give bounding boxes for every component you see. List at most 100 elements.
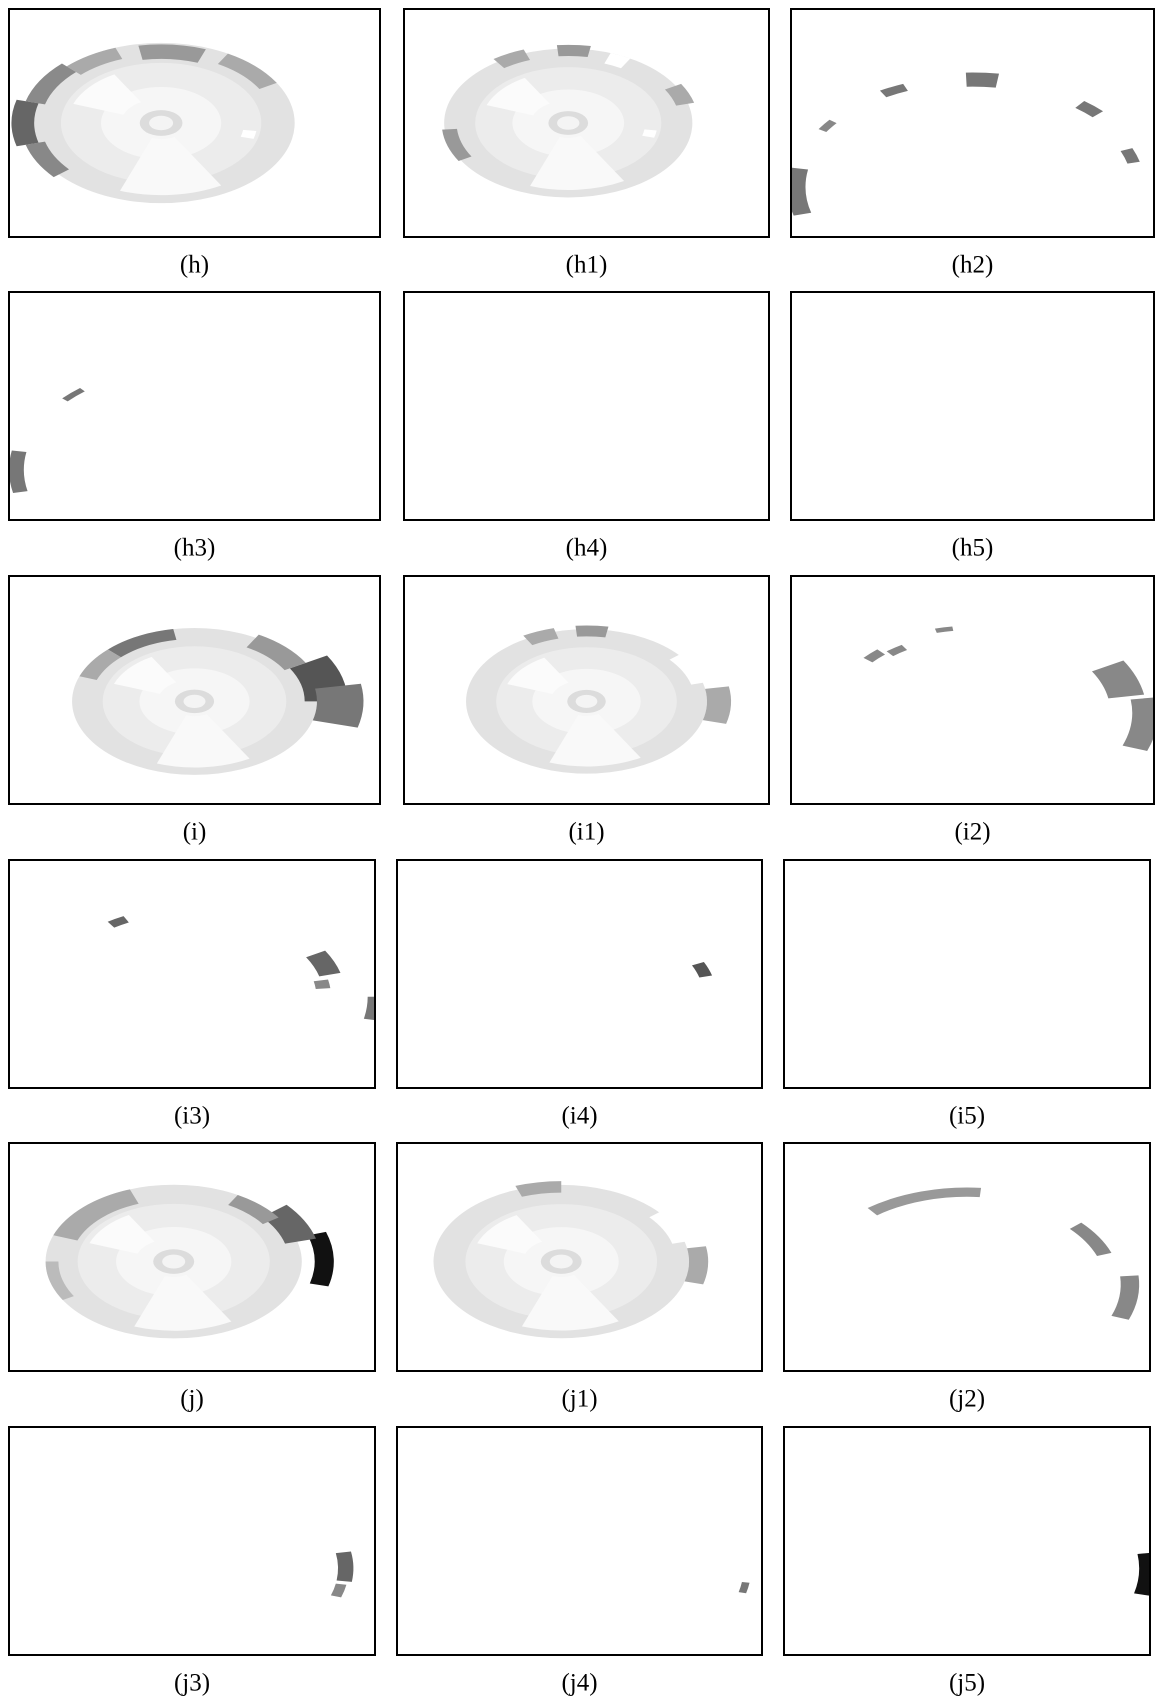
panel-caption: (h4): [566, 535, 608, 562]
sector: [818, 119, 837, 133]
sector: [523, 628, 559, 646]
panel-caption: (j): [180, 1386, 204, 1413]
disc-wedge: [113, 656, 177, 694]
sector: [107, 916, 129, 928]
sector: [306, 950, 341, 977]
panel-caption: (h3): [174, 535, 216, 562]
panel-caption: (i): [183, 819, 207, 846]
sector: [307, 1231, 334, 1287]
panel-image: [867, 1187, 1140, 1320]
sector: [1120, 148, 1140, 164]
panel-image: [442, 44, 695, 198]
sector: [1134, 1552, 1150, 1596]
panel-frame: [790, 575, 1155, 805]
panel-image: [45, 1184, 334, 1339]
panel-image: [863, 626, 1154, 751]
panel-caption: (h1): [566, 252, 608, 279]
panel-caption: (j5): [949, 1670, 985, 1697]
panel-frame: [8, 575, 381, 805]
panel-image: [72, 627, 364, 775]
disc-wedge: [530, 135, 625, 191]
sector: [79, 649, 121, 681]
panel-image: [466, 625, 732, 774]
sector: [1091, 660, 1145, 699]
sector: [228, 1194, 279, 1225]
disc-wedge: [134, 1274, 232, 1331]
sector: [556, 44, 591, 58]
disc-wedge: [156, 714, 250, 768]
panel-frame: [790, 291, 1155, 521]
sector: [442, 128, 472, 161]
disc-hub: [149, 115, 174, 131]
sector: [1069, 1222, 1112, 1256]
sector: [25, 63, 77, 105]
disc-wedge: [73, 74, 142, 115]
sector: [684, 1246, 709, 1285]
panel-image: [1134, 1552, 1150, 1596]
disc-wedge: [521, 1274, 619, 1331]
panel-caption: (h2): [952, 252, 994, 279]
panel-caption: (j4): [561, 1670, 597, 1697]
disc-wedge: [119, 136, 222, 196]
sector: [53, 1189, 139, 1241]
panel-frame: [8, 291, 381, 521]
sector: [867, 1187, 982, 1216]
disc-wedge: [549, 713, 641, 767]
panel-frame: [396, 859, 763, 1089]
disc-hub: [557, 116, 580, 130]
sector: [738, 1582, 750, 1594]
sector: [886, 644, 908, 657]
sector: [1122, 697, 1154, 751]
panel-frame: [8, 8, 381, 238]
sector: [702, 686, 732, 724]
sector: [863, 649, 886, 663]
panel-frame: [790, 8, 1155, 238]
panel-frame: [403, 8, 770, 238]
sector: [642, 129, 657, 138]
panel-caption: (i5): [949, 1103, 985, 1130]
panel-image: [738, 1582, 750, 1594]
panel-frame: [8, 1426, 376, 1656]
panel-image: [691, 961, 713, 978]
sector: [691, 961, 713, 978]
disc-hub: [575, 694, 598, 708]
sector: [62, 387, 85, 402]
sector: [934, 626, 954, 633]
disc-wedge: [477, 1215, 543, 1254]
panel-frame: [396, 1426, 763, 1656]
sector: [66, 47, 123, 75]
panel-image: [433, 1181, 709, 1339]
sector: [669, 650, 715, 685]
disc-wedge: [486, 77, 550, 116]
sector: [1075, 101, 1104, 118]
panel-caption: (i1): [568, 819, 604, 846]
sector: [649, 1207, 697, 1244]
panel-frame: [783, 859, 1151, 1089]
panel-caption: (j1): [561, 1386, 597, 1413]
sector: [879, 83, 908, 98]
sector: [25, 141, 70, 178]
sector: [107, 629, 177, 658]
sector: [493, 49, 531, 69]
sector: [1111, 1275, 1140, 1320]
sector: [791, 167, 812, 216]
disc-hub: [162, 1254, 186, 1269]
sector: [313, 979, 331, 989]
panel-frame: [783, 1142, 1151, 1372]
panel-frame: [403, 291, 770, 521]
panel-caption: (i2): [954, 819, 990, 846]
sector: [335, 1551, 354, 1582]
disc-hub: [549, 1254, 573, 1269]
sector: [664, 83, 695, 106]
panel-caption: (j3): [174, 1670, 210, 1697]
panel-caption: (j2): [949, 1386, 985, 1413]
panel-image: [9, 387, 85, 493]
sector: [515, 1181, 562, 1197]
panel-frame: [8, 859, 376, 1089]
panel-image: [791, 72, 1140, 216]
sector: [312, 683, 364, 728]
panel-frame: [403, 575, 770, 805]
sector: [246, 634, 306, 671]
sector: [138, 44, 206, 63]
